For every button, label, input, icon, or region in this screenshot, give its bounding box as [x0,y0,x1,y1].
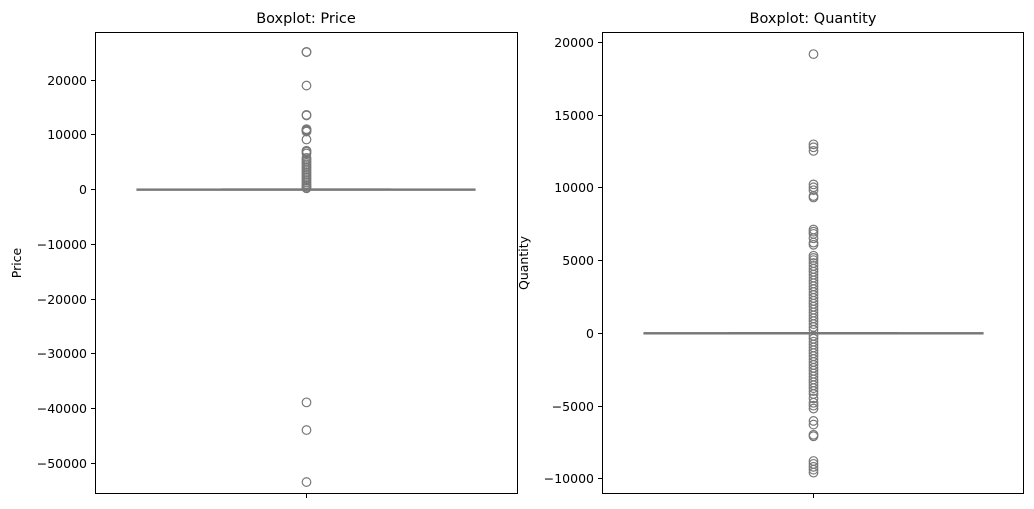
price-outlier-point [301,80,312,91]
price-y-ticks: 20000 10000 0 −10000 −20000 −30000 −40000 −5000… [37,73,96,471]
price-y-tick-label: −30000 [37,346,87,361]
quantity-y-tick-label: 15000 [554,108,594,123]
quantity-outlier-point [808,461,819,472]
price-outlier-point [301,477,312,487]
price-outlier-point [301,148,312,159]
quantity-outlier-point [808,416,819,426]
quantity-outlier-point [808,419,819,430]
quantity-outlier-point [808,146,819,156]
quantity-y-tick-label: 10000 [554,180,594,195]
price-plot-frame [95,32,518,494]
quantity-outlier-point [808,393,819,404]
price-outlier-point [301,425,312,435]
quantity-plot-frame [602,32,1024,494]
quantity-y-ticks: 20000 15000 10000 5000 0 −5000 −10000 [544,35,603,486]
price-y-tick-label: −50000 [37,456,87,471]
price-box [136,188,476,191]
price-outlier-point [301,110,312,121]
quantity-y-tick-label: 20000 [554,35,594,50]
quantity-outliers [808,49,819,478]
price-y-axis-label: Price [9,247,24,278]
price-outlier-point [301,134,312,145]
quantity-outlier-point [808,139,819,150]
quantity-outlier-point [808,239,819,250]
quantity-outlier-point [808,319,819,330]
quantity-box [643,331,984,335]
quantity-y-tick-label: −5000 [552,399,594,414]
quantity-outlier-point [808,467,819,478]
price-chart-title: Boxplot: Price [256,11,356,27]
quantity-outlier-point [808,49,819,60]
price-outlier-point [301,183,312,194]
quantity-outlier-point [808,179,819,190]
quantity-y-tick-label: 0 [586,326,594,341]
quantity-outlier-point [808,403,819,414]
price-y-tick-label: −40000 [37,401,87,416]
quantity-outlier-point [808,142,819,153]
quantity-outlier-point [808,192,819,203]
quantity-outlier-point [808,185,819,196]
quantity-y-tick-label: 5000 [562,253,594,268]
quantity-outlier-point [808,383,819,394]
price-outliers [301,46,312,487]
quantity-y-axis-label: Quantity [516,235,531,290]
quantity-outlier-point [808,386,819,397]
price-boxplot-panel: Boxplot: Price Price 20000 10000 0 −10000 −2… [9,11,518,498]
price-y-tick-label: 10000 [47,127,87,142]
price-y-tick-label: 0 [79,182,87,197]
quantity-chart-title: Boxplot: Quantity [750,11,877,27]
price-outlier-point [301,46,312,57]
quantity-boxplot-panel: Boxplot: Quantity Quantity 20000 15000 100… [516,11,1024,498]
quantity-outlier-point [808,464,819,475]
quantity-outlier-point [808,400,819,411]
price-y-tick-label: 20000 [47,73,87,88]
price-outlier-point [301,397,312,408]
price-y-tick-label: −10000 [37,237,87,252]
quantity-outlier-point [808,431,819,442]
price-y-tick-label: −20000 [37,292,87,307]
quantity-outlier-point [808,233,819,244]
price-outlier-point [301,126,312,137]
quantity-y-tick-label: −10000 [544,471,594,486]
quantity-outlier-point [808,397,819,408]
